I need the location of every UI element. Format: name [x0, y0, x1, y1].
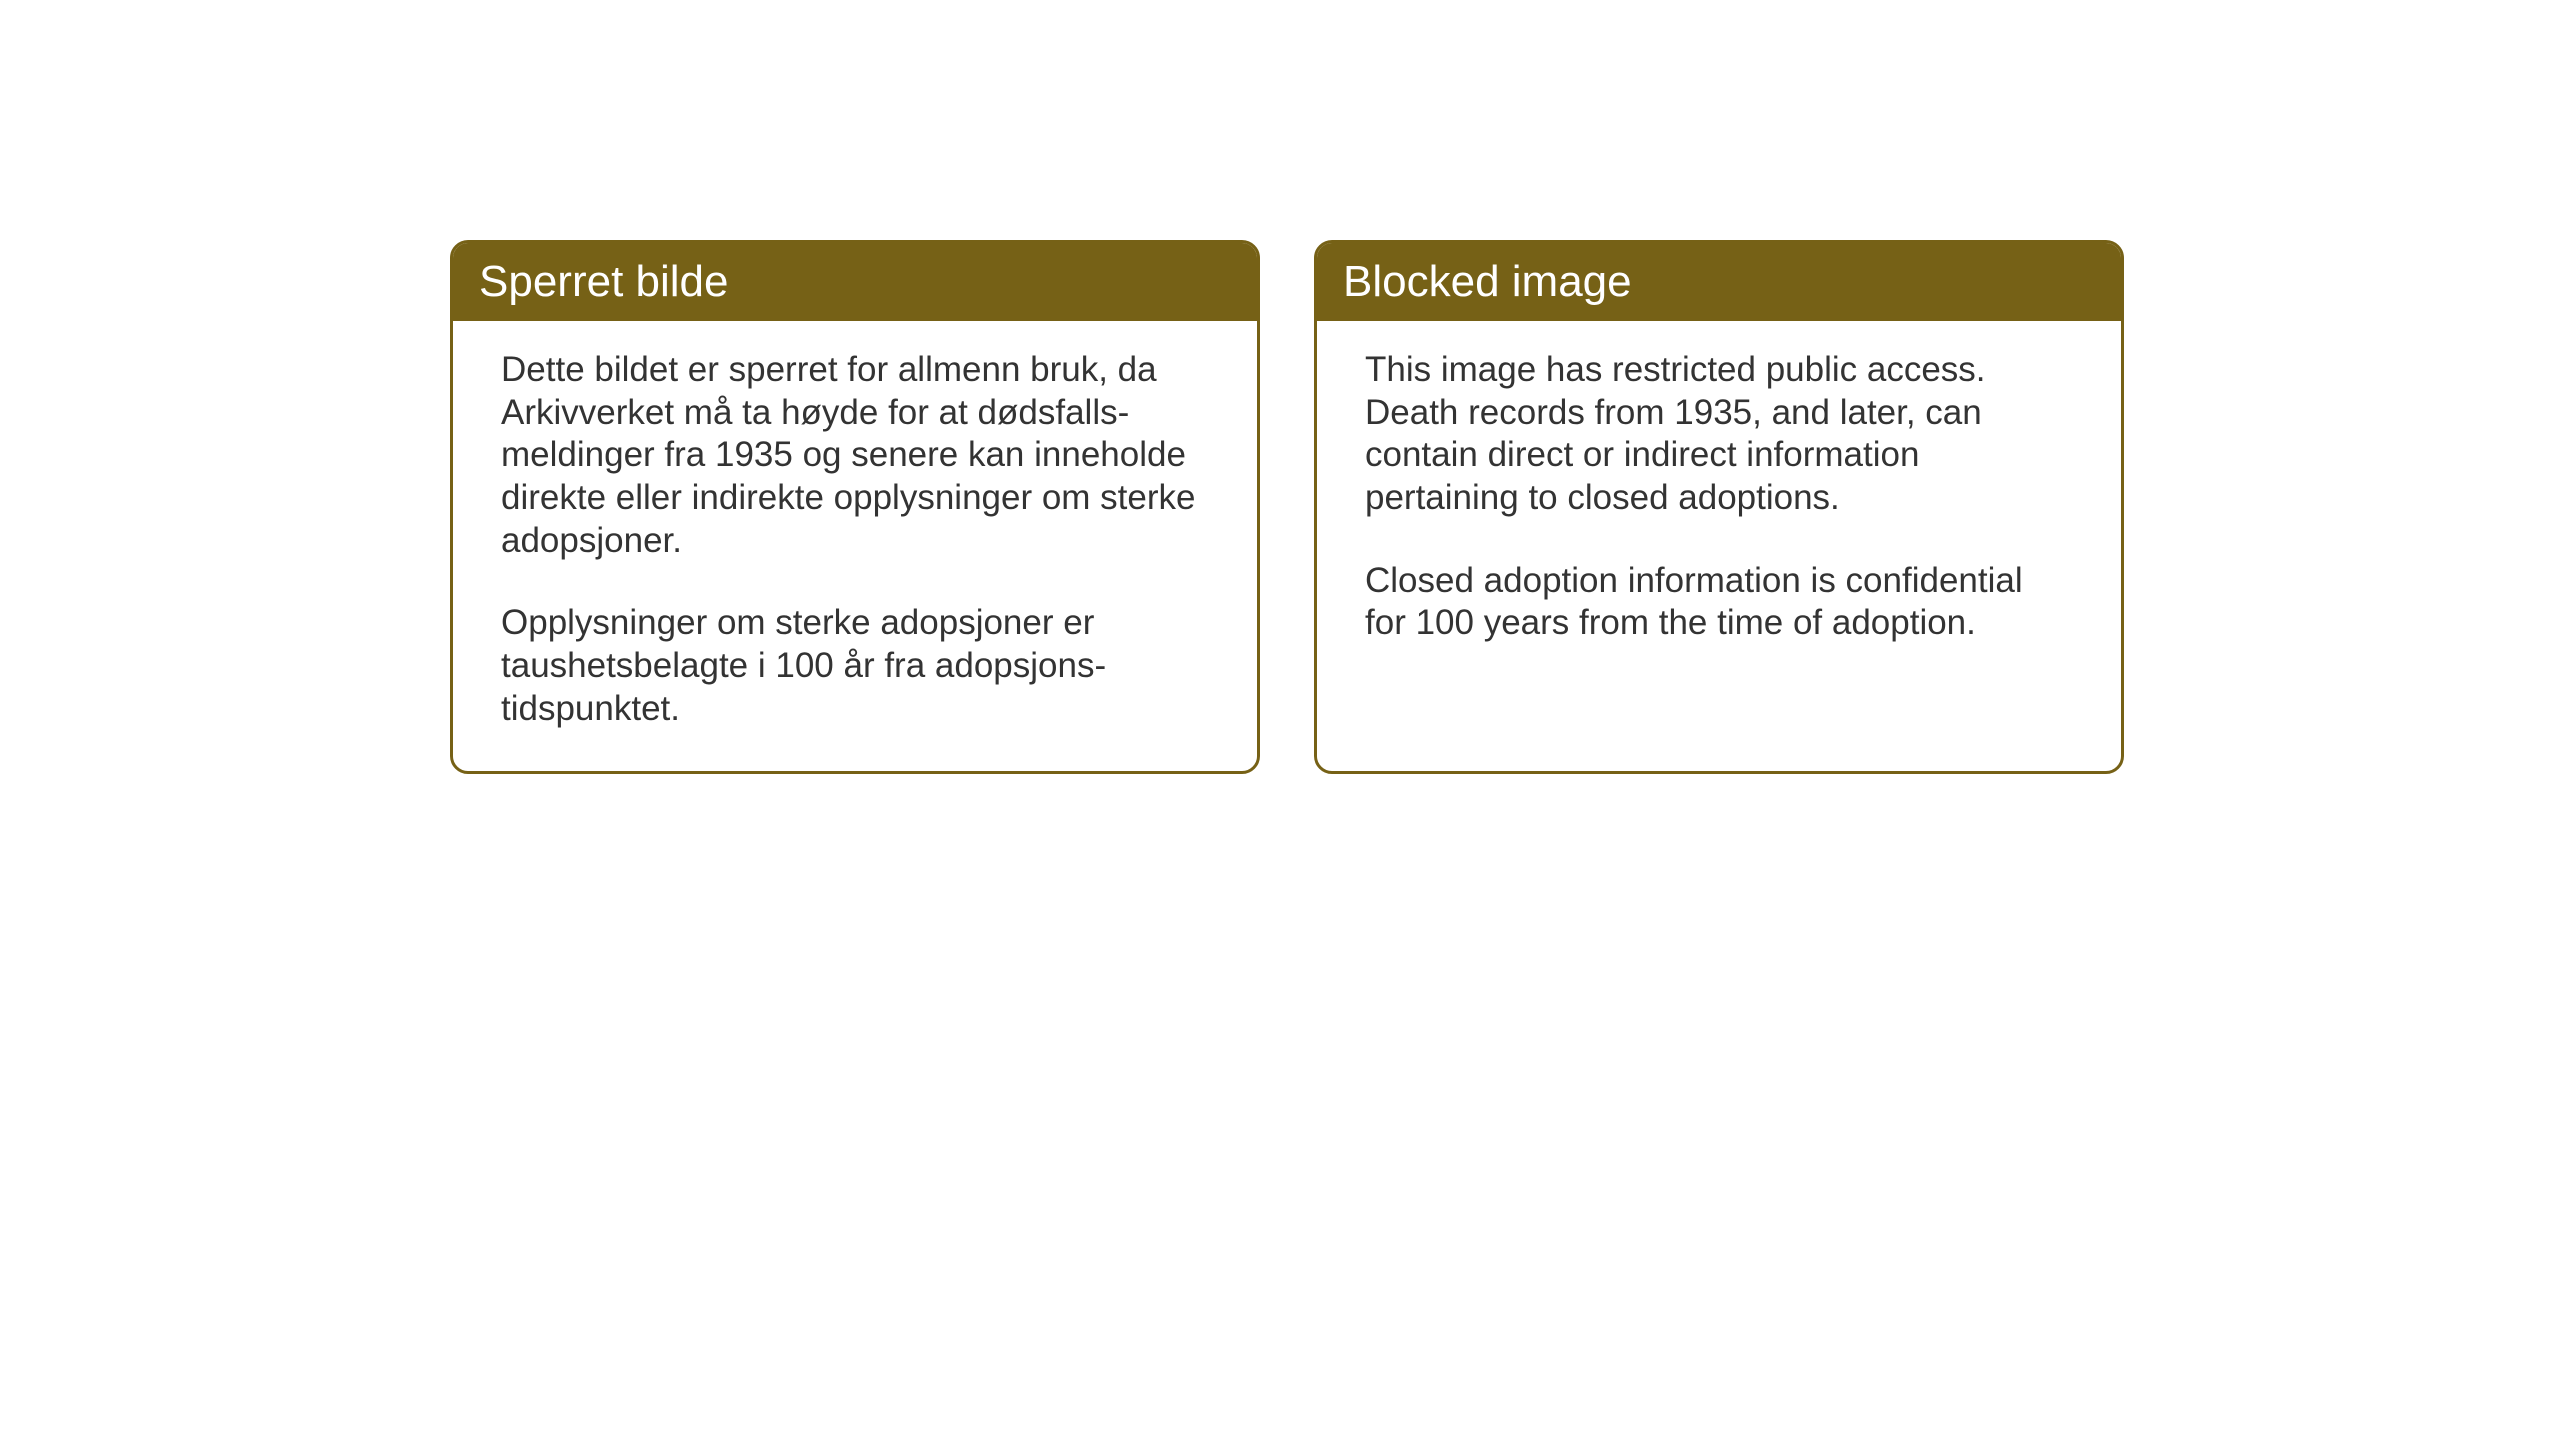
card-paragraph: Dette bildet er sperret for allmenn bruk… — [501, 349, 1209, 562]
notice-card-norwegian: Sperret bilde Dette bildet er sperret fo… — [450, 240, 1260, 774]
notice-card-english: Blocked image This image has restricted … — [1314, 240, 2124, 774]
card-body-english: This image has restricted public access.… — [1317, 321, 2121, 685]
card-paragraph: Closed adoption information is confident… — [1365, 560, 2073, 645]
card-body-norwegian: Dette bildet er sperret for allmenn bruk… — [453, 321, 1257, 771]
notice-cards-container: Sperret bilde Dette bildet er sperret fo… — [450, 240, 2560, 774]
card-header-norwegian: Sperret bilde — [453, 243, 1257, 321]
card-paragraph: Opplysninger om sterke adopsjoner er tau… — [501, 602, 1209, 730]
card-header-english: Blocked image — [1317, 243, 2121, 321]
card-paragraph: This image has restricted public access.… — [1365, 349, 2073, 520]
